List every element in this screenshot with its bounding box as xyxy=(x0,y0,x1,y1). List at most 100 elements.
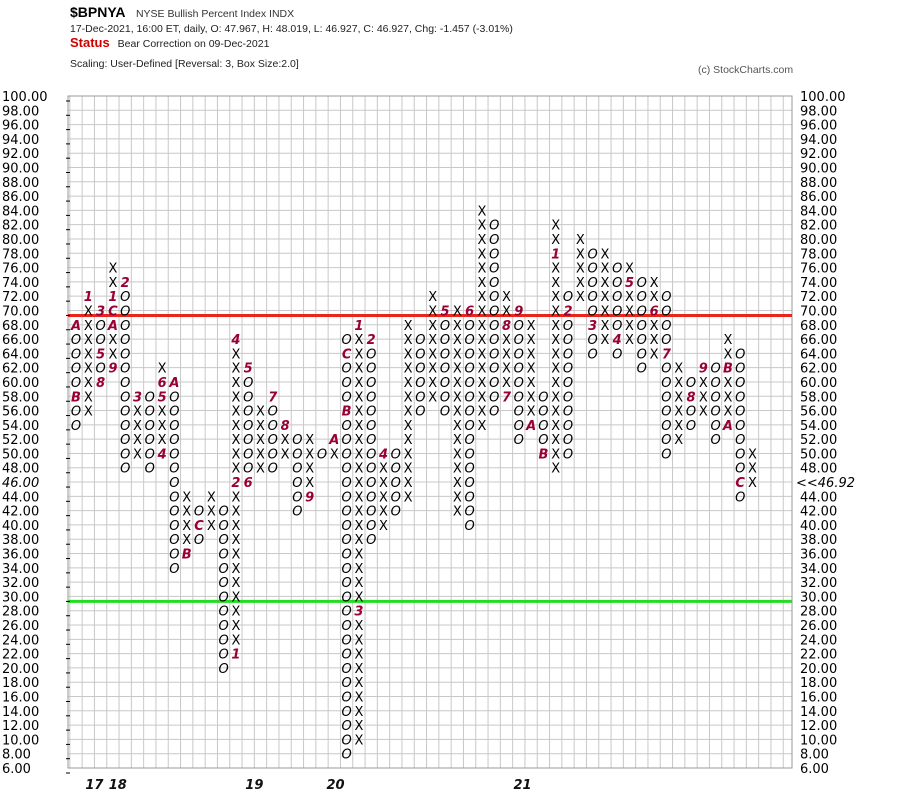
y-tick-label-left: 68.00 xyxy=(2,319,39,334)
y-tick-label-right: 98.00 xyxy=(800,104,837,119)
y-tick-label-left: 92.00 xyxy=(2,147,39,162)
o-box: O xyxy=(587,276,597,291)
x-box: X xyxy=(428,376,437,391)
x-box: X xyxy=(404,333,413,348)
y-tick-label-right: 80.00 xyxy=(800,233,837,248)
o-box: O xyxy=(341,548,351,563)
o-box: O xyxy=(71,376,81,391)
o-box: O xyxy=(514,362,524,377)
x-box: X xyxy=(576,262,585,277)
month-marker: 2 xyxy=(231,476,240,491)
o-box: O xyxy=(218,619,228,634)
o-box: O xyxy=(120,362,130,377)
o-box: O xyxy=(464,419,474,434)
x-box: X xyxy=(453,347,462,362)
x-box: X xyxy=(428,347,437,362)
x-box: X xyxy=(404,447,413,462)
x-box: X xyxy=(477,319,486,334)
o-box: O xyxy=(735,419,745,434)
y-tick-label-right: 62.00 xyxy=(800,362,837,377)
o-box: O xyxy=(514,333,524,348)
o-box: O xyxy=(145,405,155,420)
y-tick-label-right: 76.00 xyxy=(800,262,837,277)
o-box: O xyxy=(341,433,351,448)
x-box: X xyxy=(379,476,388,491)
x-box: X xyxy=(231,505,240,520)
y-tick-label-right: 50.00 xyxy=(800,447,837,462)
o-box: O xyxy=(735,362,745,377)
x-axis-label: 17 xyxy=(85,778,104,793)
y-tick-label-left: 58.00 xyxy=(2,390,39,405)
y-tick-label-left: 40.00 xyxy=(2,519,39,534)
o-box: O xyxy=(120,290,130,305)
o-box: O xyxy=(464,433,474,448)
o-box: O xyxy=(464,333,474,348)
x-box: X xyxy=(354,533,363,548)
o-box: O xyxy=(464,490,474,505)
x-box: X xyxy=(527,390,536,405)
o-box: O xyxy=(661,433,671,448)
x-box: X xyxy=(477,304,486,319)
o-box: O xyxy=(489,347,499,362)
y-tick-label-left: 22.00 xyxy=(2,648,39,663)
y-tick-label-left: 32.00 xyxy=(2,576,39,591)
month-marker: 2 xyxy=(121,276,130,291)
x-box: X xyxy=(576,233,585,248)
o-box: O xyxy=(587,247,597,262)
o-box: O xyxy=(587,290,597,305)
x-box: X xyxy=(625,304,634,319)
x-box: X xyxy=(551,347,560,362)
o-box: O xyxy=(145,419,155,434)
x-box: X xyxy=(748,447,757,462)
month-marker: 7 xyxy=(502,390,512,405)
pnf-columns: OOBOOOOAXXXXXXXX18O5OO39XXAC1XXOOOOOOOOO… xyxy=(70,204,757,762)
x-box: X xyxy=(477,390,486,405)
y-tick-label-left: 66.00 xyxy=(2,333,39,348)
x-box: X xyxy=(354,648,363,663)
x-box: X xyxy=(231,533,240,548)
month-marker: 1 xyxy=(108,290,117,305)
y-tick-label-right: 16.00 xyxy=(800,691,837,706)
o-box: O xyxy=(489,319,499,334)
x-box: X xyxy=(354,390,363,405)
o-box: O xyxy=(514,376,524,391)
scaling-info: Scaling: User-Defined [Reversal: 3, Box … xyxy=(70,58,299,70)
x-box: X xyxy=(428,390,437,405)
o-box: O xyxy=(415,376,425,391)
y-tick-label-right: 66.00 xyxy=(800,333,837,348)
o-box: O xyxy=(391,490,401,505)
o-box: O xyxy=(464,362,474,377)
month-marker: 4 xyxy=(230,333,240,348)
x-box: X xyxy=(84,376,93,391)
x-box: X xyxy=(231,447,240,462)
o-box: O xyxy=(169,505,179,520)
o-box: O xyxy=(366,362,376,377)
o-box: O xyxy=(243,462,253,477)
o-box: O xyxy=(169,548,179,563)
o-box: O xyxy=(637,319,647,334)
x-box: X xyxy=(231,362,240,377)
x-box: X xyxy=(256,447,265,462)
o-box: O xyxy=(686,419,696,434)
o-box: O xyxy=(194,505,204,520)
x-box: X xyxy=(330,447,339,462)
y-tick-label-left: 42.00 xyxy=(2,505,39,520)
o-box: O xyxy=(661,290,671,305)
o-box: O xyxy=(440,347,450,362)
x-box: X xyxy=(428,333,437,348)
o-box: O xyxy=(464,519,474,534)
status-value: Bear Correction on 09-Dec-2021 xyxy=(117,38,270,50)
x-box: X xyxy=(723,390,732,405)
x-box: X xyxy=(379,490,388,505)
o-box: O xyxy=(145,462,155,477)
month-marker: 8 xyxy=(502,319,511,334)
x-box: X xyxy=(231,548,240,563)
o-box: O xyxy=(637,276,647,291)
x-box: X xyxy=(551,233,560,248)
